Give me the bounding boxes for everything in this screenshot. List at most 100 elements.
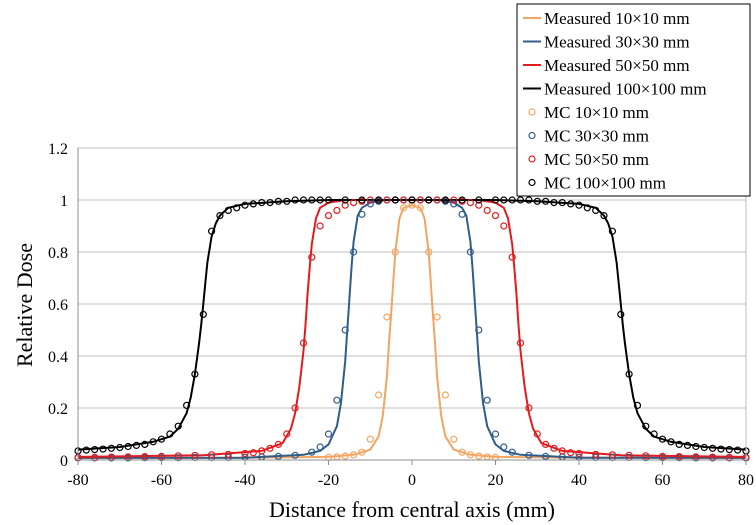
data-point [458, 210, 466, 218]
data-point [441, 196, 449, 204]
y-tick-label: 1.2 [48, 141, 68, 158]
data-point [274, 197, 282, 205]
legend-label: Measured 30×30 mm [544, 33, 690, 52]
series-line [77, 199, 747, 451]
legend-item: Measured 50×50 mm [523, 56, 690, 75]
data-point [617, 310, 625, 318]
data-point [333, 206, 341, 214]
legend-label: Measured 10×10 mm [544, 9, 690, 28]
data-point [583, 204, 591, 212]
data-point [208, 451, 216, 459]
data-point [567, 200, 575, 208]
data-point [157, 452, 166, 460]
data-point [249, 200, 257, 208]
data-point [667, 438, 675, 446]
legend-marker-swatch [528, 155, 536, 163]
data-point [383, 196, 391, 204]
data-point [116, 443, 124, 452]
data-point [149, 438, 157, 446]
legend-item: MC 50×50 mm [528, 150, 649, 169]
data-point [174, 422, 182, 430]
legend-item: MC 10×10 mm [528, 103, 649, 122]
data-point [141, 440, 149, 448]
data-point [191, 370, 199, 378]
data-point [558, 447, 566, 455]
data-point [324, 212, 333, 220]
data-point [391, 248, 399, 256]
data-point [324, 196, 333, 204]
data-point [658, 452, 667, 460]
y-tick-label: 1 [60, 193, 68, 210]
data-point [299, 196, 308, 204]
data-point [433, 313, 441, 321]
data-point [341, 196, 349, 204]
data-point [400, 204, 408, 212]
series-1 [77, 204, 747, 459]
data-point [425, 248, 433, 256]
data-point [508, 448, 516, 456]
series-4 [77, 199, 747, 451]
data-point [508, 253, 516, 261]
data-point [375, 391, 383, 399]
data-point [575, 449, 583, 458]
legend-item: Measured 10×10 mm [523, 9, 690, 28]
data-point [525, 404, 533, 412]
legend-item: Measured 30×30 mm [523, 33, 690, 52]
data-point [283, 197, 291, 205]
data-point [341, 452, 349, 460]
data-point [408, 196, 416, 204]
y-axis-label: Relative Dose [12, 243, 37, 367]
data-point [483, 206, 491, 214]
series-5 [324, 201, 500, 461]
data-point [308, 196, 316, 204]
data-point [350, 451, 358, 459]
data-point [366, 200, 374, 208]
y-tick-label: 0.6 [48, 297, 68, 314]
legend: Measured 10×10 mm Measured 30×30 mm Measur… [516, 3, 751, 197]
data-point [525, 196, 533, 204]
data-point [274, 440, 282, 448]
data-point [500, 196, 508, 204]
x-tick-label: 60 [655, 472, 671, 489]
data-point [366, 196, 374, 204]
data-point [208, 227, 216, 235]
data-point [450, 196, 458, 204]
legend-marker-swatch [528, 178, 536, 187]
data-point [433, 196, 441, 204]
series-2 [77, 199, 747, 459]
data-point [358, 448, 366, 456]
data-point [658, 435, 667, 443]
legend-item: MC 100×100 mm [528, 174, 666, 193]
data-point [391, 196, 399, 204]
data-point [600, 212, 608, 220]
x-tick-label: 0 [408, 472, 416, 489]
data-point [291, 196, 299, 204]
y-tick-label: 0.2 [48, 401, 68, 418]
data-point [475, 196, 483, 204]
data-point [491, 212, 500, 220]
x-tick-label: -20 [318, 472, 339, 489]
data-point [366, 435, 374, 443]
data-point [199, 310, 207, 318]
data-point [500, 443, 508, 451]
data-point [475, 201, 483, 209]
x-tick-label: -80 [67, 472, 88, 489]
x-tick-label: 80 [738, 472, 754, 489]
data-point [308, 448, 316, 456]
data-point [375, 196, 383, 204]
data-point [166, 430, 174, 438]
data-point [717, 445, 725, 453]
data-point [383, 313, 391, 321]
data-point [99, 445, 107, 453]
data-point [458, 448, 466, 456]
data-point [233, 204, 241, 212]
series-8 [74, 196, 750, 455]
data-point [541, 440, 550, 448]
legend-label: Measured 100×100 mm [544, 80, 707, 99]
data-point [400, 196, 408, 204]
data-point [541, 197, 550, 205]
data-point [341, 201, 349, 209]
data-point [642, 422, 650, 430]
data-point [266, 199, 274, 207]
x-tick-label: -60 [151, 472, 172, 489]
